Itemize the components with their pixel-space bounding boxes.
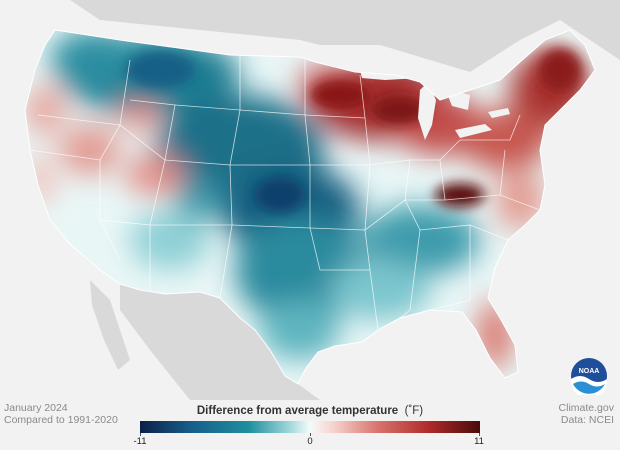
legend-title-text: Difference from average temperature: [196, 405, 399, 417]
canada-landmass: [70, 0, 620, 72]
map-baseline: Compared to 1991-2020: [4, 414, 118, 426]
legend-max-label: 11: [474, 436, 484, 447]
temperature-anomaly-map: [24, 0, 620, 400]
mexico-landmass: [120, 284, 320, 400]
legend-unit: (˚F): [404, 405, 424, 417]
legend-min-label: -11: [133, 436, 147, 447]
anomaly-field: [25, 30, 590, 370]
legend-tick-max: [479, 433, 480, 436]
legend-tick-min: [140, 433, 141, 436]
legend-title: Difference from average temperature (˚F): [140, 405, 480, 417]
source-credit: Climate.gov: [558, 402, 614, 414]
legend-mid-label: 0: [307, 436, 313, 447]
legend-tick-mid: [310, 433, 311, 436]
us-outline: [24, 29, 596, 385]
data-credit: Data: NCEI: [560, 414, 614, 426]
legend-color-bar: [140, 421, 480, 433]
baja-peninsula: [90, 280, 130, 370]
noaa-logo-icon: NOAA: [571, 358, 607, 395]
state-borders: [29, 55, 541, 331]
noaa-logo-text: NOAA: [579, 368, 600, 375]
map-date: January 2024: [4, 402, 68, 414]
great-lakes: [360, 62, 510, 140]
